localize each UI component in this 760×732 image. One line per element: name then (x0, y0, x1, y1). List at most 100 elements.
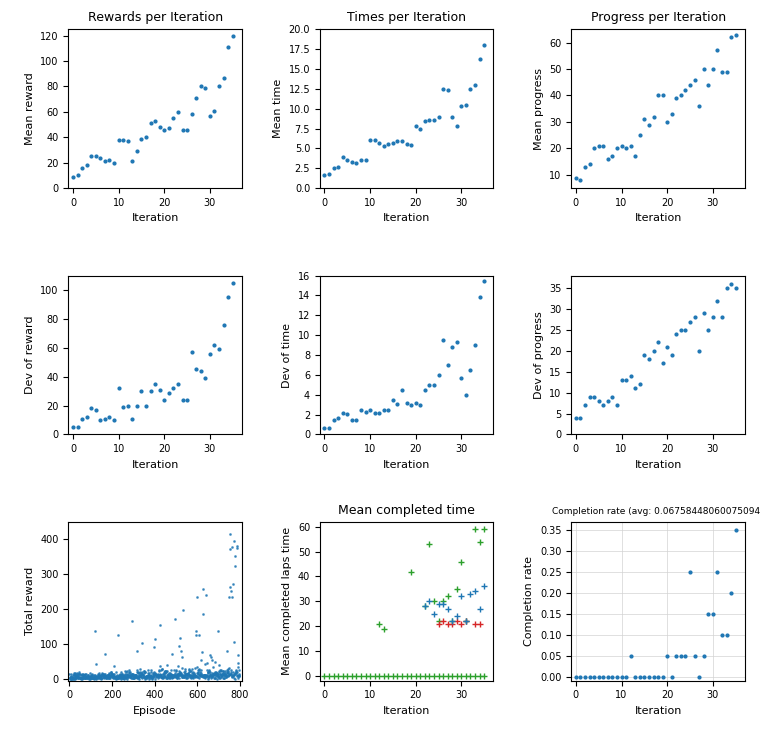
Point (90, 658, 103, 670)
Point (159, 667, 171, 679)
Point (200, 671, 212, 682)
Point (94, 414, 106, 426)
Point (92, 668, 104, 679)
Point (100, 671, 112, 682)
Point (133, 667, 145, 679)
Point (159, 665, 171, 677)
Point (65, 668, 77, 680)
Point (192, 669, 204, 681)
Point (387, 137, 399, 149)
Point (194, 668, 206, 679)
Point (575, 174, 587, 186)
Point (707, 608, 719, 620)
Point (206, 654, 218, 665)
Point (154, 671, 166, 682)
Point (198, 669, 211, 681)
X-axis label: Episode: Episode (133, 706, 177, 716)
Point (138, 665, 150, 676)
Point (149, 115, 161, 127)
Point (150, 668, 162, 679)
Point (141, 670, 154, 681)
Point (83, 673, 95, 685)
Point (116, 669, 128, 681)
Point (208, 339, 220, 351)
Point (217, 669, 230, 681)
Point (163, 671, 175, 683)
Point (217, 665, 229, 677)
Point (711, 295, 724, 307)
Point (233, 668, 245, 679)
Point (132, 673, 144, 684)
Point (187, 672, 199, 684)
Point (102, 669, 114, 681)
Point (157, 671, 169, 682)
Point (199, 82, 211, 94)
Point (188, 668, 201, 679)
Point (216, 669, 228, 681)
Point (81, 411, 93, 423)
Point (169, 671, 182, 683)
Point (186, 671, 198, 682)
Point (195, 668, 207, 680)
Point (193, 629, 205, 640)
Point (112, 629, 124, 640)
Point (166, 671, 179, 683)
Point (219, 669, 231, 681)
Point (698, 650, 710, 662)
Point (88, 673, 100, 684)
Point (318, 169, 331, 181)
Point (153, 669, 165, 681)
Point (231, 669, 243, 681)
Point (164, 669, 176, 681)
Point (378, 141, 390, 152)
Point (197, 671, 209, 682)
Point (195, 669, 207, 681)
Point (185, 671, 197, 683)
Point (160, 665, 173, 677)
Point (126, 672, 138, 684)
Point (83, 671, 95, 683)
Point (78, 672, 90, 684)
Point (176, 124, 188, 135)
Point (99, 671, 111, 683)
Point (184, 671, 196, 682)
Point (220, 671, 233, 682)
Point (602, 153, 614, 165)
Point (87, 672, 99, 684)
Point (226, 541, 238, 553)
Point (131, 671, 143, 683)
Point (83, 673, 95, 684)
Point (204, 348, 216, 359)
Point (197, 583, 209, 595)
Point (103, 154, 116, 166)
Point (165, 665, 177, 676)
Point (65, 673, 77, 685)
Point (135, 668, 147, 679)
Point (90, 404, 102, 416)
Point (214, 670, 226, 681)
Point (193, 665, 205, 676)
Point (195, 670, 207, 681)
Point (141, 671, 153, 683)
Point (593, 140, 605, 152)
Point (115, 670, 127, 681)
Point (81, 668, 93, 680)
Point (689, 312, 701, 324)
Point (220, 665, 232, 677)
Point (207, 671, 220, 682)
Point (129, 669, 141, 681)
Point (588, 143, 600, 154)
Point (74, 672, 87, 684)
Point (176, 662, 188, 673)
Point (77, 668, 89, 680)
Point (80, 671, 92, 683)
Point (191, 671, 203, 683)
Point (209, 656, 221, 668)
Point (213, 343, 225, 355)
Point (178, 671, 190, 683)
Point (167, 382, 179, 394)
Point (175, 669, 187, 681)
Point (69, 667, 81, 679)
Point (117, 134, 129, 146)
Point (217, 72, 230, 83)
